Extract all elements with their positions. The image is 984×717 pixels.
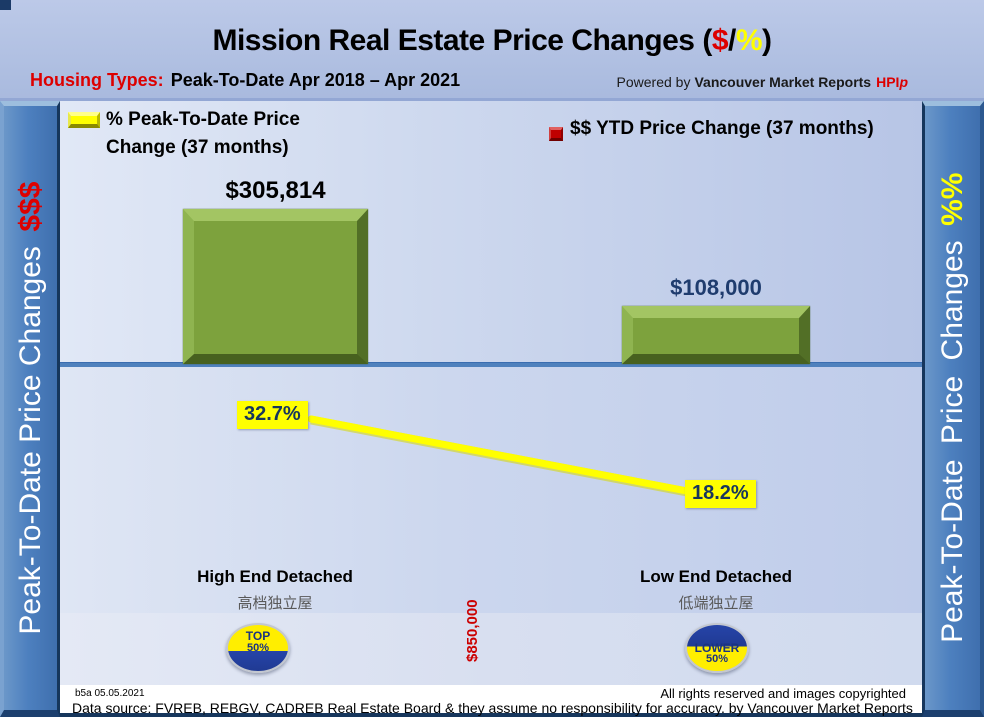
right-sidebar-label: Peak-To-Date Price Changes%% xyxy=(935,173,969,643)
left-sidebar-text: Peak-To-Date Price Changes xyxy=(13,245,47,635)
chart-area: % Peak-To-Date Price Change (37 months) … xyxy=(60,101,922,717)
housing-types-label: Housing Types: xyxy=(30,70,164,90)
header: Mission Real Estate Price Changes ($/%) … xyxy=(0,0,984,98)
rights-notice: All rights reserved and images copyright… xyxy=(660,686,906,701)
right-sidebar-percents: %% xyxy=(935,173,969,227)
category-high-end-detached: High End Detached 高档独立屋 xyxy=(165,567,385,613)
badge-line2: 50% xyxy=(705,653,729,666)
bar-high-end-detached xyxy=(183,209,368,364)
subtitle: Housing Types: Peak-To-Date Apr 2018 – Ap… xyxy=(30,70,460,91)
left-sidebar-dollars: $$$ xyxy=(13,181,47,232)
title-text: Mission Real Estate Price Changes ( xyxy=(212,24,712,57)
powered-by-text: Powered by xyxy=(616,74,691,90)
data-source-notice: Data source: FVREB, REBGV, CADREB Real E… xyxy=(72,700,913,716)
badge-line1: LOWER xyxy=(694,640,740,655)
hpi-label: HPI xyxy=(876,74,900,90)
percent-point-label: 18.2% xyxy=(685,480,756,508)
dollar-legend-swatch-icon xyxy=(549,127,563,141)
badge-line1: TOP xyxy=(245,629,271,643)
bar-low-end-detached xyxy=(622,306,810,364)
lower-50-badge: LOWER 50% xyxy=(685,623,749,673)
version-stamp: b5a 05.05.2021 xyxy=(75,688,145,699)
x-axis-baseline xyxy=(60,362,922,367)
left-sidebar-label: Peak-To-Date Price Changes $$$ xyxy=(13,181,47,635)
left-sidebar: Peak-To-Date Price Changes $$$ xyxy=(0,101,60,717)
category-label-zh: 低端独立屋 xyxy=(678,595,754,612)
bar-value-label: $108,000 xyxy=(670,275,762,300)
powered-by: Powered by Vancouver Market Reports HPIp xyxy=(617,74,908,90)
top-50-badge: TOP 50% xyxy=(226,623,290,673)
price-annotation: $850,000 xyxy=(464,599,481,662)
badge-line2: 50% xyxy=(246,641,270,654)
title-close-paren: ) xyxy=(762,24,772,57)
category-band xyxy=(60,613,922,685)
title-dollar-sign: $ xyxy=(711,24,729,57)
percent-legend-label: % Peak-To-Date Price Change (37 months) xyxy=(106,106,300,161)
bar-value-label: $305,814 xyxy=(225,177,326,204)
category-low-end-detached: Low End Detached 低端独立屋 xyxy=(606,567,826,613)
category-label-zh: 高档独立屋 xyxy=(237,595,313,612)
percent-point-label: 32.7% xyxy=(237,401,308,429)
title-percent-sign: % xyxy=(735,24,763,57)
corner-decoration xyxy=(0,0,11,10)
category-label-en: Low End Detached xyxy=(639,567,793,586)
date-range-label: Peak-To-Date Apr 2018 – Apr 2021 xyxy=(170,70,461,90)
hpi-p-label: p xyxy=(899,74,908,90)
header-separator xyxy=(0,98,984,101)
percent-legend-swatch-icon xyxy=(68,112,100,128)
right-sidebar-text: Peak-To-Date Price Changes xyxy=(935,240,969,643)
footer-band xyxy=(60,685,922,717)
percent-legend-line2: Change (37 months) xyxy=(106,136,289,158)
brand-name: Vancouver Market Reports xyxy=(694,74,872,90)
right-sidebar: Peak-To-Date Price Changes%% xyxy=(922,101,984,717)
percent-legend-line1: % Peak-To-Date Price xyxy=(106,109,300,130)
category-label-en: High End Detached xyxy=(197,567,353,586)
dollar-legend-label: $$ YTD Price Change (37 months) xyxy=(570,118,874,139)
page-title: Mission Real Estate Price Changes ($/%) xyxy=(0,24,984,58)
title-slash: / xyxy=(728,24,736,57)
